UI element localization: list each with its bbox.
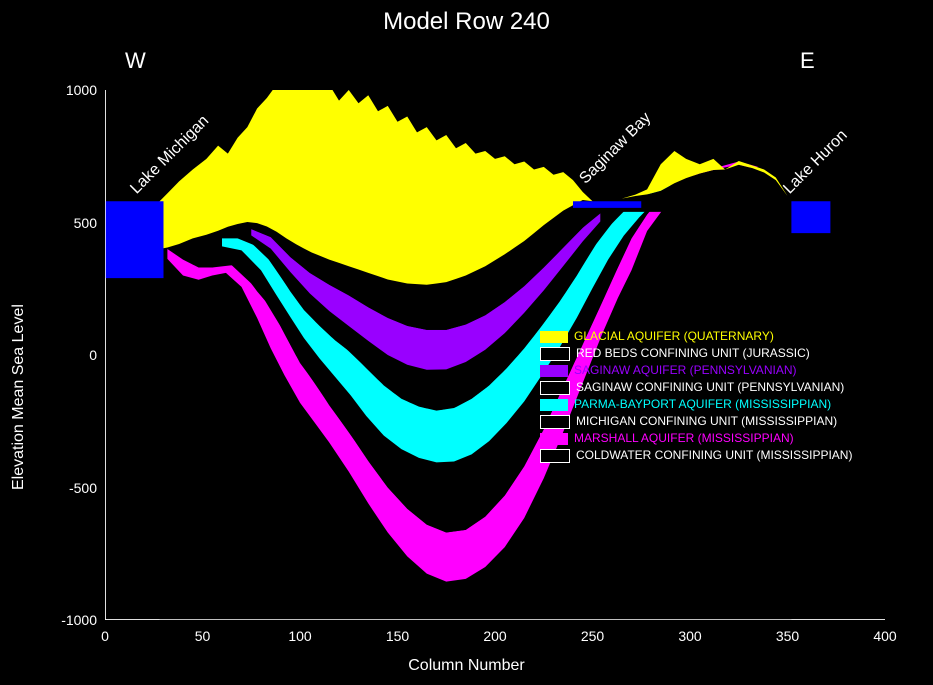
x-axis-label: Column Number — [0, 657, 933, 675]
x-tick: 200 — [475, 628, 515, 644]
legend-label: SAGINAW AQUIFER (PENNSYLVANIAN) — [574, 362, 796, 379]
legend-item: SAGINAW AQUIFER (PENNSYLVANIAN) — [540, 362, 852, 379]
legend-label: MARSHALL AQUIFER (MISSISSIPPIAN) — [574, 430, 794, 447]
x-tick: 300 — [670, 628, 710, 644]
x-tick: 0 — [85, 628, 125, 644]
legend-label: MICHIGAN CONFINING UNIT (MISSISSIPPIAN) — [576, 413, 837, 430]
x-tick: 250 — [573, 628, 613, 644]
legend-item: RED BEDS CONFINING UNIT (JURASSIC) — [540, 345, 852, 362]
y-axis-label: Elevation Mean Sea Level — [10, 304, 28, 490]
y-tick: 1000 — [47, 82, 97, 98]
east-label: E — [800, 48, 815, 74]
chart-title: Model Row 240 — [0, 8, 933, 36]
x-tick: 350 — [768, 628, 808, 644]
legend-label: GLACIAL AQUIFER (QUATERNARY) — [574, 328, 774, 345]
y-tick: 0 — [47, 347, 97, 363]
west-label: W — [125, 48, 146, 74]
legend-swatch — [540, 399, 568, 411]
legend-label: COLDWATER CONFINING UNIT (MISSISSIPPIAN) — [576, 447, 852, 464]
legend-swatch — [540, 449, 570, 463]
legend-item: COLDWATER CONFINING UNIT (MISSISSIPPIAN) — [540, 447, 852, 464]
legend: GLACIAL AQUIFER (QUATERNARY)RED BEDS CON… — [540, 328, 852, 464]
legend-swatch — [540, 365, 568, 377]
legend-item: MICHIGAN CONFINING UNIT (MISSISSIPPIAN) — [540, 413, 852, 430]
legend-swatch — [540, 347, 570, 361]
legend-swatch — [540, 331, 568, 343]
y-tick: -500 — [47, 480, 97, 496]
legend-item: PARMA-BAYPORT AQUIFER (MISSISSIPPIAN) — [540, 396, 852, 413]
legend-label: PARMA-BAYPORT AQUIFER (MISSISSIPPIAN) — [574, 396, 831, 413]
legend-swatch — [540, 381, 570, 395]
legend-item: MARSHALL AQUIFER (MISSISSIPPIAN) — [540, 430, 852, 447]
legend-label: SAGINAW CONFINING UNIT (PENNSYLVANIAN) — [576, 379, 844, 396]
legend-swatch — [540, 433, 568, 445]
legend-item: SAGINAW CONFINING UNIT (PENNSYLVANIAN) — [540, 379, 852, 396]
x-tick: 150 — [378, 628, 418, 644]
y-tick: 500 — [47, 215, 97, 231]
y-tick: -1000 — [47, 612, 97, 628]
x-tick: 50 — [183, 628, 223, 644]
legend-swatch — [540, 415, 570, 429]
x-tick: 100 — [280, 628, 320, 644]
legend-label: RED BEDS CONFINING UNIT (JURASSIC) — [576, 345, 810, 362]
x-tick: 400 — [865, 628, 905, 644]
legend-item: GLACIAL AQUIFER (QUATERNARY) — [540, 328, 852, 345]
